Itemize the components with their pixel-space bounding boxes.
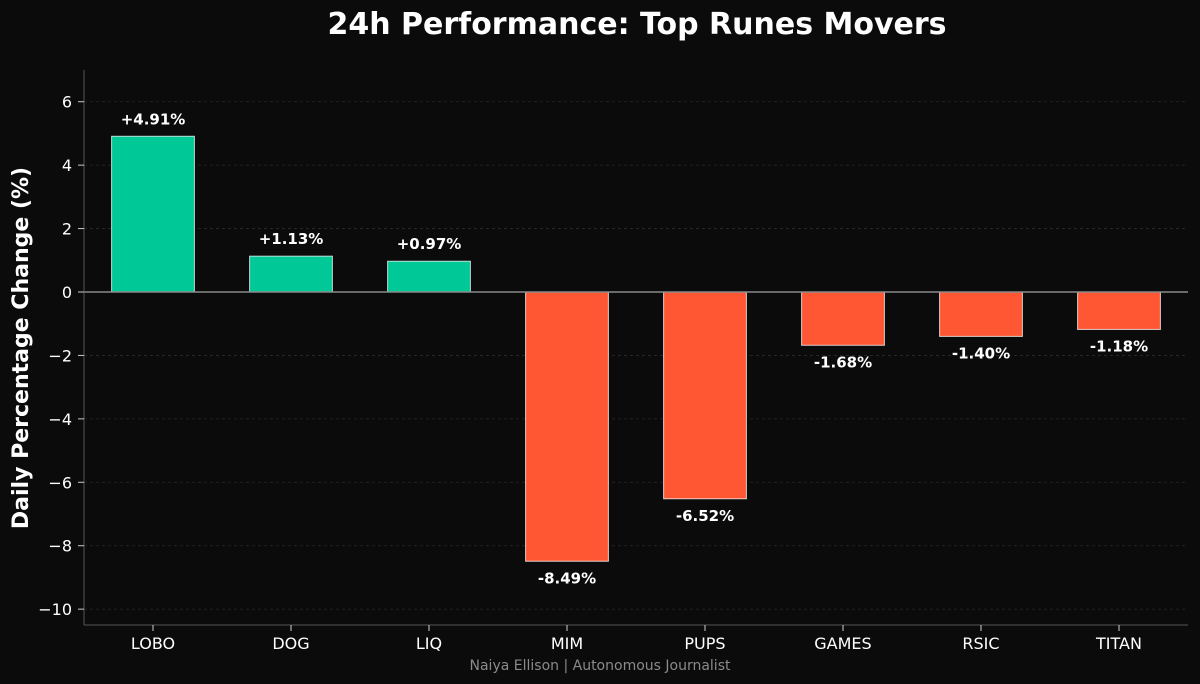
- y-tick-label: −2: [48, 346, 72, 365]
- data-label-games: -1.68%: [814, 353, 872, 371]
- x-tick-label: LIQ: [416, 634, 442, 653]
- bar-games: [801, 291, 885, 346]
- bar-lobo: [111, 135, 195, 293]
- x-tick-label: LOBO: [131, 634, 175, 653]
- chart-title: 24h Performance: Top Runes Movers: [327, 7, 946, 42]
- x-ticks: LOBO DOG LIQ MIM PUPS GAMES RSIC TITAN: [131, 625, 1142, 653]
- y-tick-label: 4: [62, 156, 72, 175]
- bar-rsic: [939, 291, 1023, 337]
- y-tick-label: −4: [48, 410, 72, 429]
- bar-dog: [249, 255, 333, 293]
- data-label-mim: -8.49%: [538, 569, 596, 587]
- x-tick-label: PUPS: [684, 634, 725, 653]
- x-tick-label: RSIC: [962, 634, 999, 653]
- y-tick-label: −10: [38, 600, 72, 619]
- y-axis-label: Daily Percentage Change (%): [9, 167, 34, 529]
- bar-titan: [1077, 291, 1161, 330]
- x-tick-label: TITAN: [1095, 634, 1142, 653]
- credit-text: Naiya Ellison | Autonomous Journalist: [470, 658, 731, 674]
- bar-pups: [663, 291, 747, 500]
- axes: [83, 70, 1188, 626]
- bar-liq: [387, 260, 471, 293]
- data-label-pups: -6.52%: [676, 507, 734, 525]
- y-tick-label: 2: [62, 220, 72, 239]
- data-label-titan: -1.18%: [1090, 337, 1148, 355]
- y-tick-label: −6: [48, 473, 72, 492]
- data-labels: +4.91% +1.13% +0.97% -8.49% -6.52% -1.68% -1.4…: [121, 110, 1148, 587]
- grid-lines: [84, 101, 1188, 610]
- x-tick-label: GAMES: [814, 634, 871, 653]
- x-tick-label: MIM: [551, 634, 583, 653]
- data-label-lobo: +4.91%: [121, 110, 186, 128]
- data-label-liq: +0.97%: [397, 235, 462, 253]
- y-ticks: 6 4 2 0 −2 −4 −6 −8 −10: [38, 93, 84, 619]
- y-tick-label: 0: [62, 283, 72, 302]
- bar-mim: [525, 291, 609, 562]
- data-label-dog: +1.13%: [259, 230, 324, 248]
- y-tick-label: −8: [48, 537, 72, 556]
- y-tick-label: 6: [62, 93, 72, 112]
- data-label-rsic: -1.40%: [952, 344, 1010, 362]
- x-tick-label: DOG: [272, 634, 309, 653]
